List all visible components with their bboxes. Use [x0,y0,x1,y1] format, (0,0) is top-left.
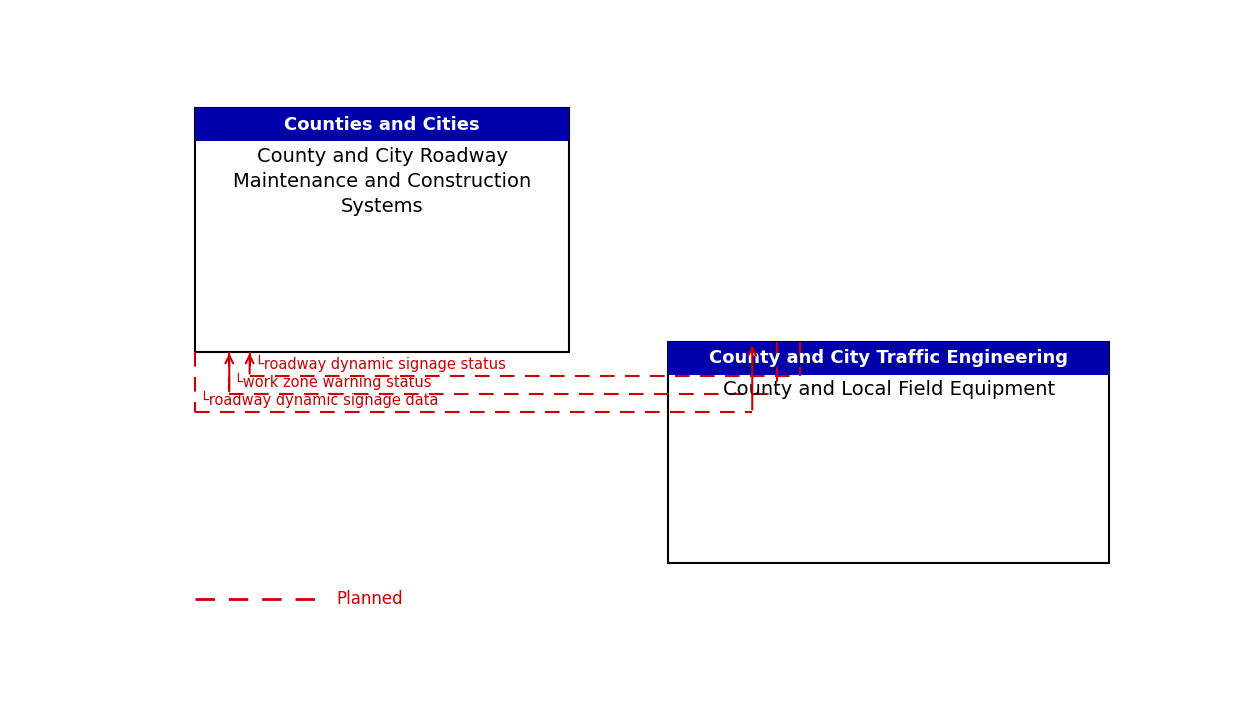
Text: Planned: Planned [336,590,403,608]
Text: County and City Roadway
Maintenance and Construction
Systems: County and City Roadway Maintenance and … [233,147,531,216]
Text: County and Local Field Equipment: County and Local Field Equipment [722,381,1054,399]
Bar [667,342,1109,375]
Text: └roadway dynamic signage status: └roadway dynamic signage status [254,355,506,372]
Text: └work zone warning status: └work zone warning status [234,373,432,391]
Bar [195,108,568,352]
Bar [195,108,568,141]
Text: └roadway dynamic signage data: └roadway dynamic signage data [200,391,438,409]
Bar [667,342,1109,563]
Text: Counties and Cities: Counties and Cities [284,116,480,134]
Text: County and City Traffic Engineering: County and City Traffic Engineering [709,349,1068,367]
